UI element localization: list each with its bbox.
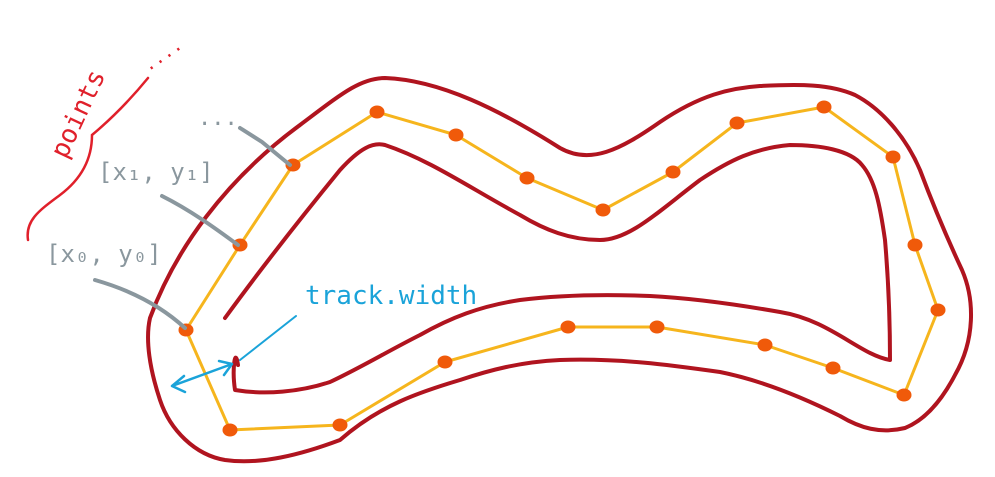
track-centerline xyxy=(184,105,940,432)
waypoint-5 xyxy=(519,171,535,185)
waypoint-6 xyxy=(595,203,611,217)
waypoint-12 xyxy=(930,303,946,317)
waypoint-9 xyxy=(816,100,832,114)
waypoint-18 xyxy=(437,355,453,369)
waypoints xyxy=(178,100,946,437)
points-ellipsis: .... xyxy=(139,34,187,76)
waypoint-11 xyxy=(907,238,923,252)
leader-line-point0 xyxy=(93,278,187,330)
point0-label: [x₀, y₀] xyxy=(46,240,162,268)
track-width-label: track.width xyxy=(305,281,477,311)
waypoint-14 xyxy=(825,361,841,375)
waypoint-7 xyxy=(665,165,681,179)
waypoint-3 xyxy=(369,105,385,119)
waypoint-8 xyxy=(729,116,745,130)
inner-track-border xyxy=(223,142,892,395)
track-width-annotation: track.width xyxy=(170,281,477,394)
track-width-leader xyxy=(239,315,297,361)
points-annotation: points .... xyxy=(26,34,187,242)
track-width-arrow xyxy=(170,359,234,394)
waypoint-13 xyxy=(896,388,912,402)
waypoint-15 xyxy=(757,338,773,352)
waypoint-19 xyxy=(332,418,348,432)
ellipsis-label: ... xyxy=(198,106,238,131)
point1-label: [x₁, y₁] xyxy=(98,158,214,186)
waypoint-17 xyxy=(560,320,576,334)
outer-track-border xyxy=(146,76,974,464)
points-bracket xyxy=(26,76,150,242)
waypoint-2 xyxy=(285,158,301,172)
waypoint-20 xyxy=(222,423,238,437)
leader-line-ellipsis xyxy=(238,126,292,167)
waypoint-4 xyxy=(448,128,464,142)
leader-line-point1 xyxy=(160,194,240,247)
waypoint-10 xyxy=(885,150,901,164)
waypoint-16 xyxy=(649,320,665,334)
point-labels: ... [x₁, y₁] [x₀, y₀] xyxy=(46,106,292,330)
points-label: points xyxy=(45,65,112,163)
